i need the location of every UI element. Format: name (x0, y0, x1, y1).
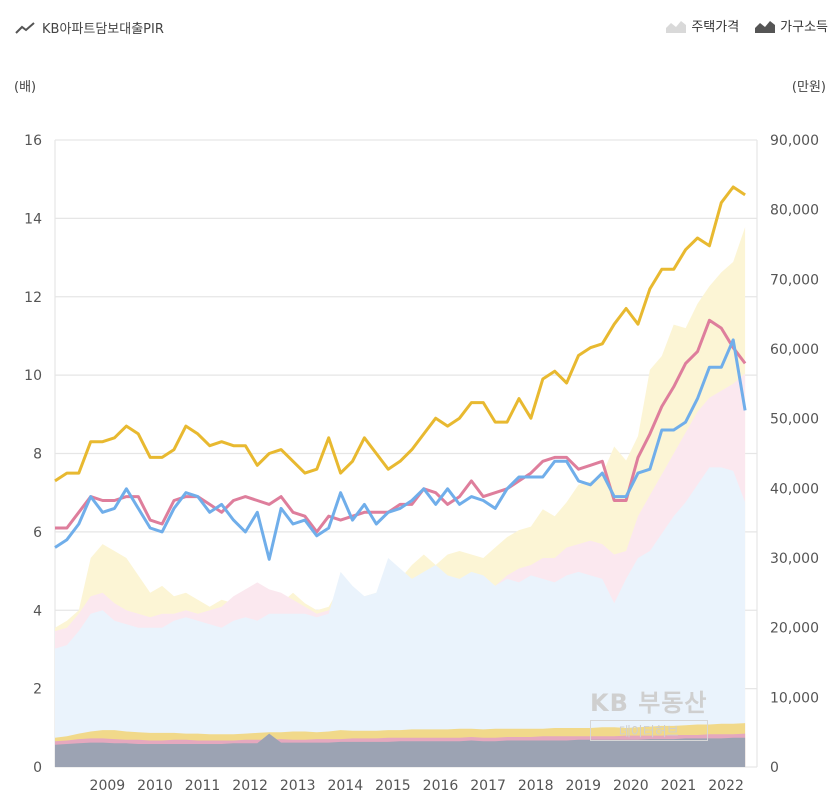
left-axis-unit: (배) (14, 80, 37, 95)
right-axis-unit: (만원) (791, 80, 826, 95)
right-tick-label: 60,000 (770, 342, 819, 358)
x-tick-label: 2010 (137, 778, 173, 794)
legend-price: 주택가격 (666, 16, 739, 35)
right-tick-label: 70,000 (770, 272, 819, 288)
line-series (54, 185, 747, 561)
right-tick-label: 40,000 (770, 481, 819, 497)
right-tick-label: 0 (770, 760, 779, 776)
legend-pir: KB아파트담보대출PIR (14, 18, 164, 37)
x-tick-label: 2012 (232, 778, 268, 794)
right-tick-label: 80,000 (770, 203, 819, 219)
line-chart-icon (15, 21, 35, 34)
left-tick-label: 2 (33, 682, 42, 698)
left-tick-label: 8 (33, 447, 42, 463)
left-tick-label: 10 (24, 368, 42, 384)
x-tick-label: 2016 (423, 778, 459, 794)
right-tick-label: 10,000 (770, 690, 819, 706)
left-tick-label: 4 (33, 603, 42, 619)
area-light-icon (666, 20, 687, 33)
right-tick-label: 20,000 (770, 621, 819, 637)
watermark-sub: 데이터허브 (590, 720, 708, 741)
watermark-brand: KB 부동산 (590, 689, 708, 717)
x-tick-label: 2017 (470, 778, 506, 794)
area-series (55, 227, 746, 768)
legend-income: 가구소득 (755, 16, 828, 35)
x-tick-label: 2014 (327, 778, 363, 794)
x-tick-label: 2018 (518, 778, 554, 794)
legend-income-label: 가구소득 (780, 20, 828, 35)
x-tick-label: 2011 (185, 778, 221, 794)
x-tick-label: 2013 (280, 778, 316, 794)
left-tick-label: 12 (24, 290, 42, 306)
legend-right: 주택가격 가구소득 (666, 16, 828, 35)
x-tick-label: 2021 (661, 778, 697, 794)
house-price-area-blue (55, 467, 746, 767)
left-tick-label: 0 (33, 760, 42, 776)
income-area-gray (55, 733, 746, 767)
watermark: KB 부동산 데이터허브 (590, 683, 708, 741)
legend-price-label: 주택가격 (691, 20, 740, 35)
x-tick-label: 2020 (613, 778, 649, 794)
pir-line-yellow (54, 185, 746, 483)
left-tick-label: 14 (24, 211, 42, 227)
right-tick-label: 50,000 (770, 412, 819, 428)
x-tick-label: 2015 (375, 778, 411, 794)
x-tick-label: 2022 (708, 778, 744, 794)
x-tick-label: 2009 (90, 778, 126, 794)
axes: 0 2 4 6 8 10 12 14 16 0 10,000 20,000 30,000 40,000 50… (24, 133, 819, 794)
right-tick-label: 90,000 (770, 133, 819, 149)
area-dark-icon (755, 20, 776, 33)
legend-pir-label: KB아파트담보대출PIR (42, 22, 164, 37)
left-tick-label: 6 (33, 525, 42, 541)
right-tick-label: 30,000 (770, 551, 819, 567)
pir-line-blue (54, 338, 747, 561)
left-tick-label: 16 (24, 133, 42, 149)
x-tick-label: 2019 (565, 778, 601, 794)
